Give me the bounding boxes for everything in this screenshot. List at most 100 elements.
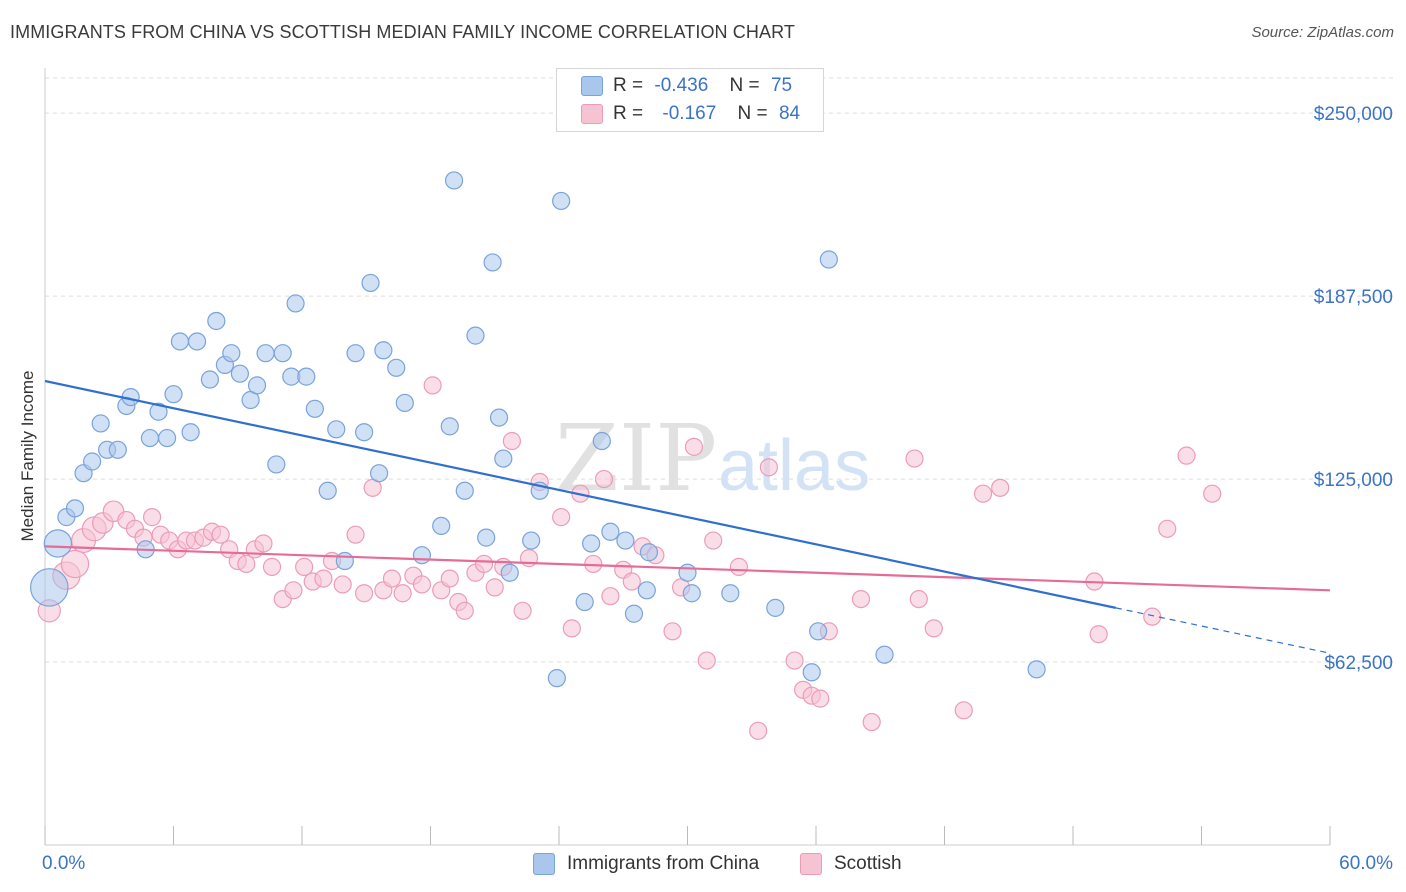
china-point xyxy=(200,370,220,389)
scottish-point xyxy=(785,651,804,670)
china-swatch xyxy=(581,76,603,96)
legend-china-n-value: 75 xyxy=(770,75,793,96)
china-point xyxy=(286,294,305,313)
scottish-point xyxy=(663,622,682,641)
china-point xyxy=(575,592,594,612)
scottish-point xyxy=(749,721,768,740)
china-point xyxy=(592,431,611,451)
axes-layer xyxy=(44,68,1331,846)
scottish-point xyxy=(973,484,993,503)
china-point xyxy=(247,376,267,395)
china-trend-line xyxy=(44,379,1117,609)
scottish-point xyxy=(262,557,282,576)
china-point xyxy=(91,414,110,433)
china-point xyxy=(440,417,459,436)
china-point xyxy=(522,531,541,550)
scottish-point xyxy=(1177,446,1196,465)
china-point xyxy=(355,423,374,442)
china-point xyxy=(1027,660,1046,679)
china-point xyxy=(187,332,207,351)
china-point xyxy=(230,364,249,383)
china-point xyxy=(489,408,509,427)
china-point xyxy=(222,344,241,363)
china-point xyxy=(494,449,513,468)
chart-title: IMMIGRANTS FROM CHINA VS SCOTTISH MEDIAN… xyxy=(10,22,795,42)
scottish-point xyxy=(862,712,881,732)
china-point xyxy=(318,481,337,500)
bottom-legend-scottish: Scottish xyxy=(800,852,902,876)
scottish-point xyxy=(759,458,778,477)
china-point xyxy=(875,645,894,664)
china-point xyxy=(108,440,127,459)
scottish-point xyxy=(60,549,90,579)
scottish-point xyxy=(552,508,571,527)
scottish-point xyxy=(485,578,504,597)
scottish-point xyxy=(1203,484,1222,503)
china-point xyxy=(639,543,659,562)
scottish-point xyxy=(284,581,303,600)
china-point xyxy=(455,481,474,500)
china-point xyxy=(267,455,286,474)
china-point xyxy=(466,326,485,345)
scottish-point xyxy=(684,437,704,456)
scottish-legend-label: Scottish xyxy=(834,853,902,874)
scottish-point xyxy=(697,651,716,670)
china-point xyxy=(721,584,740,603)
legend-scottish-r-value: -0.167 xyxy=(662,103,717,124)
scottish-point xyxy=(440,569,459,588)
trend-lines xyxy=(44,379,1331,654)
china-point xyxy=(327,420,346,439)
china-point xyxy=(766,598,785,617)
scottish-point xyxy=(601,587,620,606)
scottish-point xyxy=(562,619,581,638)
scottish-point xyxy=(423,376,442,395)
scottish-trend-line xyxy=(44,545,1331,592)
y-axis-title: Median Family Income xyxy=(18,370,37,541)
china-point xyxy=(412,546,432,565)
watermark: ZIP atlas xyxy=(555,405,870,512)
china-point xyxy=(346,344,365,363)
china-point xyxy=(374,341,393,360)
legend-china-r-label: R = xyxy=(613,75,644,96)
china-point xyxy=(361,273,380,293)
china-point xyxy=(624,604,644,623)
scottish-point xyxy=(704,531,723,550)
scottish-point xyxy=(1143,607,1162,626)
china-trend-extension xyxy=(1115,607,1331,654)
china-point xyxy=(395,393,414,413)
y-tick-label: $62,500 xyxy=(1324,653,1393,674)
china-point xyxy=(149,402,168,421)
china-point xyxy=(387,358,406,377)
china-point xyxy=(273,344,292,363)
source-credit: Source: ZipAtlas.com xyxy=(1251,24,1394,41)
china-point xyxy=(637,581,656,600)
scottish-point xyxy=(254,534,273,553)
china-point xyxy=(157,428,177,448)
scottish-points xyxy=(37,376,1222,740)
scottish-point xyxy=(594,469,614,489)
y-tick-label: $125,000 xyxy=(1314,470,1393,491)
legend-scottish-r-label: R = xyxy=(613,103,644,124)
china-point xyxy=(477,528,496,547)
scottish-point xyxy=(729,557,749,576)
china-point xyxy=(682,584,701,603)
china-point xyxy=(335,551,354,571)
legend-scottish-n-label: N = xyxy=(737,103,768,124)
scottish-point xyxy=(393,584,412,603)
scottish-point xyxy=(314,569,333,588)
legend-scottish-n-value: 84 xyxy=(778,103,801,124)
scottish-point xyxy=(142,508,162,527)
china-point xyxy=(819,250,838,269)
china-point xyxy=(601,522,620,541)
bottom-legend-china: Immigrants from China xyxy=(533,852,759,876)
china-point xyxy=(83,452,102,471)
china-point xyxy=(809,622,828,641)
china-legend-swatch xyxy=(533,853,555,875)
china-point xyxy=(207,311,226,331)
scottish-point xyxy=(295,557,314,576)
scottish-point xyxy=(991,478,1010,497)
china-point xyxy=(444,171,464,190)
legend-china-n-label: N = xyxy=(729,75,760,96)
china-point xyxy=(256,344,275,363)
china-points xyxy=(29,171,1046,688)
